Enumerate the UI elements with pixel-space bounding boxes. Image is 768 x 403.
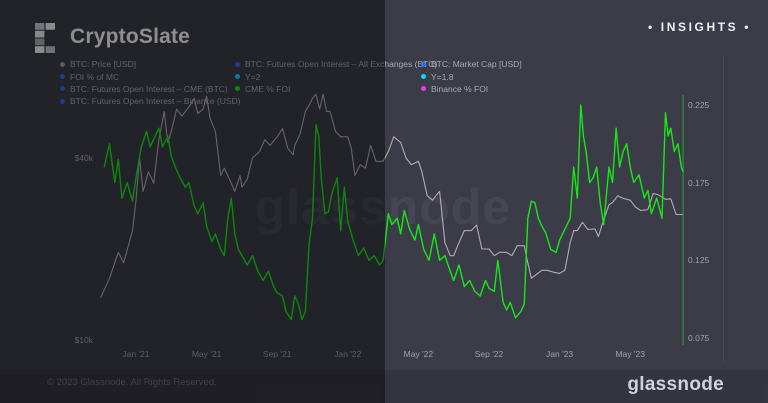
insights-badge: • INSIGHTS •	[648, 20, 751, 34]
glassnode-logo: glassnode	[627, 374, 724, 395]
legend-dot-icon	[421, 61, 426, 67]
y-tick-right: 0.075	[688, 333, 710, 343]
x-tick: May '23	[615, 349, 645, 359]
y-tick-right: 0.225	[688, 99, 710, 110]
legend-dot-icon	[60, 74, 65, 80]
legend-item[interactable]: FOI % of MC	[60, 70, 241, 82]
y-tick-left: $10k	[74, 335, 93, 345]
legend-dot-icon	[60, 86, 65, 92]
legend-column-2: BTC: Market Cap [USD] Y=1.8 Binance % FOI	[421, 58, 522, 95]
legend-dot-icon	[235, 61, 240, 67]
y-tick-right: 0.125	[688, 255, 710, 266]
brand-title: CryptoSlate	[70, 25, 191, 48]
legend-item[interactable]: Y=1.8	[421, 70, 522, 82]
legend-column-0: BTC: Price [USD] FOI % of MC BTC: Futures …	[60, 58, 241, 108]
chart-canvas[interactable]	[85, 93, 684, 345]
x-tick: May '22	[403, 349, 434, 359]
legend-item[interactable]: BTC: Futures Open Interest – All Exchang…	[235, 58, 437, 70]
legend-item-label: Y=1.8	[431, 71, 454, 82]
x-tick: Jan '21	[122, 349, 150, 359]
legend-item-label: BTC: Price [USD]	[70, 59, 137, 70]
legend-dot-icon	[60, 98, 65, 104]
legend-item[interactable]: BTC: Futures Open Interest – CME (BTC)	[60, 83, 241, 95]
legend-item[interactable]: Y=2	[235, 70, 437, 82]
legend-item-label: FOI % of MC	[70, 71, 120, 82]
legend-dot-icon	[60, 61, 65, 67]
x-tick: May '21	[191, 349, 222, 359]
legend-item-label: BTC: Futures Open Interest – Binance (US…	[70, 96, 241, 107]
legend-dot-icon	[421, 74, 426, 80]
legend-item[interactable]: Binance % FOI	[421, 83, 522, 95]
footer-copyright: © 2023 Glassnode. All Rights Reserved.	[47, 377, 217, 388]
y-tick-right: 0.175	[688, 177, 710, 188]
legend-dot-icon	[421, 86, 426, 92]
series-line	[103, 104, 684, 321]
legend-item[interactable]: BTC: Futures Open Interest – Binance (US…	[60, 95, 241, 107]
panel-divider	[723, 55, 724, 363]
legend-item-label: BTC: Market Cap [USD]	[431, 59, 522, 70]
legend-item-label: Binance % FOI	[431, 83, 489, 94]
glassnode-watermark: glassnode	[254, 179, 512, 235]
legend-column-1: BTC: Futures Open Interest – All Exchang…	[235, 58, 437, 95]
legend-item[interactable]: CME % FOI	[235, 83, 437, 95]
x-tick: Jan '23	[546, 349, 574, 359]
y-tick-left: $40k	[74, 152, 93, 163]
legend-item-label: Y=2	[245, 71, 261, 82]
series-line	[100, 93, 684, 298]
legend-item-label: BTC: Futures Open Interest – All Exchang…	[245, 59, 438, 70]
legend-item[interactable]: BTC: Price [USD]	[60, 58, 241, 70]
legend-dot-icon	[235, 74, 240, 80]
cryptoslate-logo-icon	[35, 23, 55, 53]
legend-dot-icon	[235, 86, 240, 92]
footer-bar	[0, 370, 768, 403]
legend-item-label: CME % FOI	[245, 83, 291, 94]
legend-item[interactable]: BTC: Market Cap [USD]	[421, 58, 522, 70]
x-tick: Sep '21	[262, 349, 292, 359]
legend-item-label: BTC: Futures Open Interest – CME (BTC)	[70, 83, 228, 94]
x-tick: Sep '22	[474, 349, 504, 359]
x-tick: Jan '22	[334, 349, 362, 359]
